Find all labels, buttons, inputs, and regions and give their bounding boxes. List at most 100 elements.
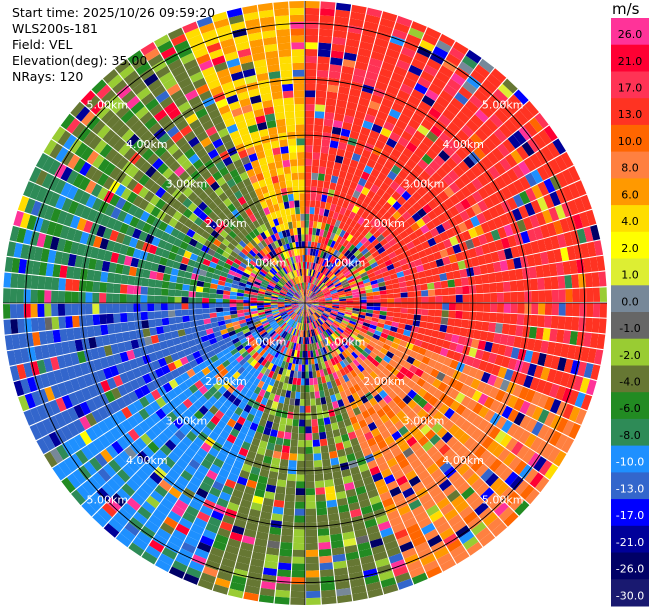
ppi-gate	[147, 303, 155, 312]
ppi-gate	[274, 358, 280, 366]
ppi-gate	[177, 392, 188, 403]
ppi-gate	[118, 142, 131, 157]
ppi-gate	[364, 415, 374, 426]
ppi-gate	[78, 292, 86, 303]
ppi-gate	[376, 234, 385, 243]
ppi-gate	[44, 276, 53, 290]
ppi-gate	[363, 77, 377, 88]
ppi-gate	[113, 375, 124, 387]
ppi-gate	[305, 303, 312, 306]
ppi-gate	[293, 350, 298, 358]
ppi-gate	[205, 371, 215, 381]
ppi-gate	[498, 123, 513, 139]
ppi-gate	[291, 320, 296, 328]
ppi-gate	[313, 453, 322, 461]
ppi-gate	[275, 316, 282, 322]
ppi-gate	[492, 444, 505, 458]
ppi-gate	[329, 365, 336, 374]
ppi-gate	[70, 215, 81, 229]
ppi-gate	[113, 283, 121, 294]
ppi-gate	[396, 475, 408, 487]
ppi-gate	[102, 463, 117, 478]
ppi-gate	[189, 253, 199, 262]
ppi-gate	[235, 355, 244, 363]
ppi-gate	[63, 134, 77, 150]
ppi-gate	[174, 296, 182, 303]
ppi-gate	[294, 307, 301, 313]
ppi-gate	[593, 240, 604, 256]
ppi-gate	[307, 268, 311, 276]
ppi-gate	[265, 290, 273, 295]
ppi-gate	[417, 234, 428, 244]
ppi-gate	[485, 472, 499, 487]
ppi-gate	[172, 210, 183, 221]
ppi-gate	[102, 176, 115, 190]
ppi-gate	[314, 271, 319, 278]
ppi-gate	[436, 427, 448, 439]
ppi-gate	[315, 97, 326, 105]
ppi-gate	[288, 376, 294, 385]
ppi-gate	[346, 275, 354, 281]
ppi-gate	[380, 414, 390, 424]
ppi-gate	[365, 391, 374, 401]
ppi-gate	[195, 308, 203, 315]
ppi-gate	[81, 445, 94, 461]
ppi-gate	[279, 291, 287, 296]
ppi-gate	[29, 183, 42, 200]
ppi-gate	[482, 512, 498, 527]
ppi-gate	[226, 178, 236, 188]
ppi-gate	[562, 403, 575, 420]
ppi-gate	[473, 329, 482, 340]
ppi-gate	[429, 227, 440, 238]
ppi-gate	[144, 47, 160, 62]
ppi-gate	[200, 572, 216, 584]
ppi-gate	[324, 237, 330, 246]
ppi-gate	[347, 394, 355, 404]
ppi-gate	[4, 334, 14, 351]
ppi-gate	[435, 95, 450, 109]
ppi-gate	[86, 269, 95, 281]
ppi-gate	[295, 391, 301, 399]
ppi-gate	[306, 309, 308, 317]
ppi-gate	[268, 282, 276, 288]
ppi-gate	[126, 349, 136, 361]
ppi-gate	[292, 285, 298, 292]
ppi-gate	[323, 291, 331, 296]
ppi-gate	[251, 551, 266, 561]
ppi-gate	[212, 326, 221, 333]
ppi-gate	[396, 215, 406, 225]
ppi-gate	[231, 283, 239, 289]
ppi-gate	[334, 330, 341, 337]
ppi-gate	[369, 226, 378, 235]
ppi-gate	[275, 343, 281, 351]
ppi-gate	[342, 358, 350, 367]
ppi-gate	[273, 333, 280, 341]
ppi-gate	[362, 476, 374, 486]
ppi-gate	[305, 303, 309, 309]
ppi-gate	[455, 310, 463, 319]
ppi-gate	[161, 249, 171, 259]
ppi-gate	[332, 332, 339, 339]
ppi-gate	[245, 233, 253, 242]
ppi-gate	[386, 307, 395, 312]
ppi-gate	[298, 303, 305, 306]
ppi-gate	[117, 253, 126, 265]
ppi-gate	[291, 300, 299, 302]
ppi-gate	[144, 404, 156, 416]
ppi-gate	[418, 347, 427, 356]
ppi-gate	[140, 92, 155, 106]
ppi-gate	[307, 282, 311, 290]
ppi-gate	[148, 352, 158, 362]
ppi-gate	[371, 283, 379, 289]
ppi-gate	[236, 269, 244, 276]
ppi-gate	[350, 315, 358, 320]
ppi-gate	[340, 128, 351, 138]
ppi-gate	[457, 335, 467, 346]
ppi-gate	[494, 389, 506, 402]
ppi-gate	[161, 179, 172, 191]
ppi-gate	[302, 351, 305, 358]
ppi-gate	[427, 315, 435, 323]
ppi-gate	[536, 165, 550, 181]
ppi-gate	[376, 110, 389, 121]
ppi-gate	[47, 343, 57, 358]
